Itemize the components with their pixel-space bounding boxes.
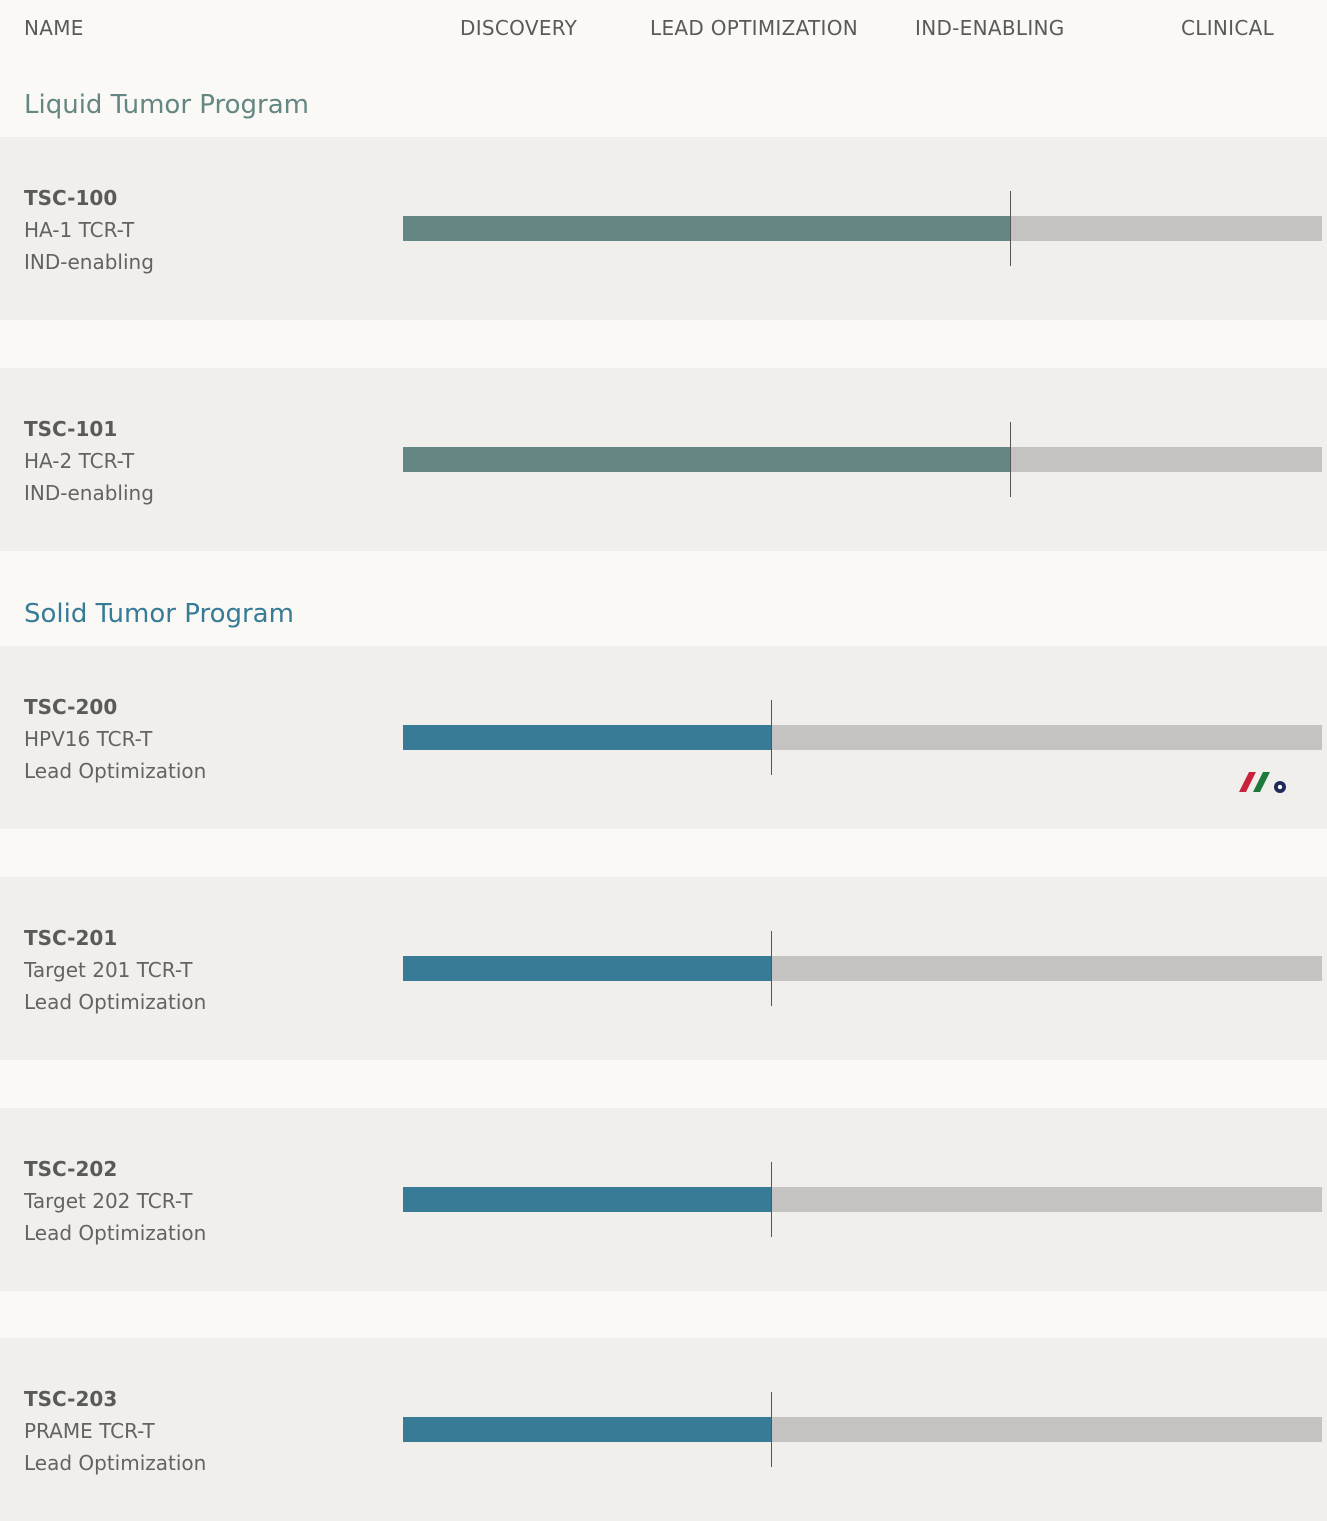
progress-marker [771, 1162, 772, 1237]
program-info: TSC-100 HA-1 TCR-T IND-enabling [24, 182, 154, 278]
progress-marker [771, 700, 772, 775]
column-header-clinical: CLINICAL [1181, 16, 1275, 40]
progress-bar [403, 447, 1010, 472]
progress-track [403, 1187, 1322, 1212]
progress-marker [771, 1392, 772, 1467]
progress-marker [771, 931, 772, 1006]
program-code: TSC-200 [24, 695, 118, 719]
program-stage: IND-enabling [24, 481, 154, 505]
program-info: TSC-101 HA-2 TCR-T IND-enabling [24, 413, 154, 509]
program-stage: Lead Optimization [24, 990, 207, 1014]
program-code: TSC-100 [24, 186, 118, 210]
program-row: TSC-202 Target 202 TCR-T Lead Optimization [0, 1108, 1327, 1291]
program-row: TSC-200 HPV16 TCR-T Lead Optimization [0, 646, 1327, 829]
company-logo-icon [1239, 772, 1286, 793]
program-stage: Lead Optimization [24, 1451, 207, 1475]
progress-marker [1010, 422, 1011, 497]
program-row: TSC-100 HA-1 TCR-T IND-enabling [0, 137, 1327, 320]
progress-track [403, 956, 1322, 981]
progress-bar [403, 725, 771, 750]
progress-track [403, 216, 1322, 241]
progress-track [403, 447, 1322, 472]
program-row: TSC-203 PRAME TCR-T Lead Optimization [0, 1338, 1327, 1521]
program-info: TSC-203 PRAME TCR-T Lead Optimization [24, 1383, 206, 1479]
program-name: Target 201 TCR-T [24, 958, 193, 982]
progress-track [403, 1417, 1322, 1442]
program-stage: Lead Optimization [24, 759, 207, 783]
group-title-2: Solid Tumor Program [24, 599, 294, 629]
column-header-ind-enabling: IND-ENABLING [915, 16, 1065, 40]
program-info: TSC-200 HPV16 TCR-T Lead Optimization [24, 691, 206, 787]
program-info: TSC-201 Target 201 TCR-T Lead Optimization [24, 922, 206, 1018]
program-info: TSC-202 Target 202 TCR-T Lead Optimization [24, 1153, 206, 1249]
program-stage: IND-enabling [24, 250, 154, 274]
program-name: HPV16 TCR-T [24, 727, 153, 751]
column-header-lead-optimization: LEAD OPTIMIZATION [650, 16, 859, 40]
program-name: HA-2 TCR-T [24, 449, 135, 473]
column-header-discovery: DISCOVERY [460, 16, 578, 40]
program-name: HA-1 TCR-T [24, 218, 135, 242]
progress-bar [403, 1417, 771, 1442]
progress-bar [403, 216, 1010, 241]
program-name: Target 202 TCR-T [24, 1189, 193, 1213]
program-code: TSC-202 [24, 1157, 118, 1181]
progress-bar [403, 1187, 771, 1212]
program-row: TSC-101 HA-2 TCR-T IND-enabling [0, 368, 1327, 551]
program-stage: Lead Optimization [24, 1221, 207, 1245]
pipeline-header: NAME DISCOVERY LEAD OPTIMIZATION IND-ENA… [0, 0, 1327, 60]
program-code: TSC-203 [24, 1387, 118, 1411]
progress-bar [403, 956, 771, 981]
column-header-name: NAME [24, 16, 84, 40]
program-code: TSC-201 [24, 926, 118, 950]
group-title-1: Liquid Tumor Program [24, 90, 309, 120]
progress-track [403, 725, 1322, 750]
program-row: TSC-201 Target 201 TCR-T Lead Optimization [0, 877, 1327, 1060]
program-name: PRAME TCR-T [24, 1419, 155, 1443]
progress-marker [1010, 191, 1011, 266]
program-code: TSC-101 [24, 417, 118, 441]
